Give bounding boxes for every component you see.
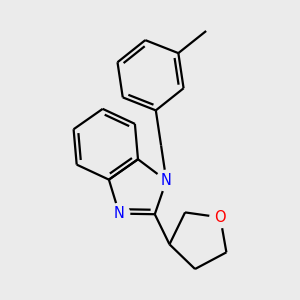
Circle shape (109, 203, 130, 224)
Text: N: N (161, 173, 172, 188)
Text: N: N (114, 206, 125, 221)
Text: O: O (214, 210, 226, 225)
Circle shape (210, 207, 231, 228)
Circle shape (156, 170, 177, 191)
